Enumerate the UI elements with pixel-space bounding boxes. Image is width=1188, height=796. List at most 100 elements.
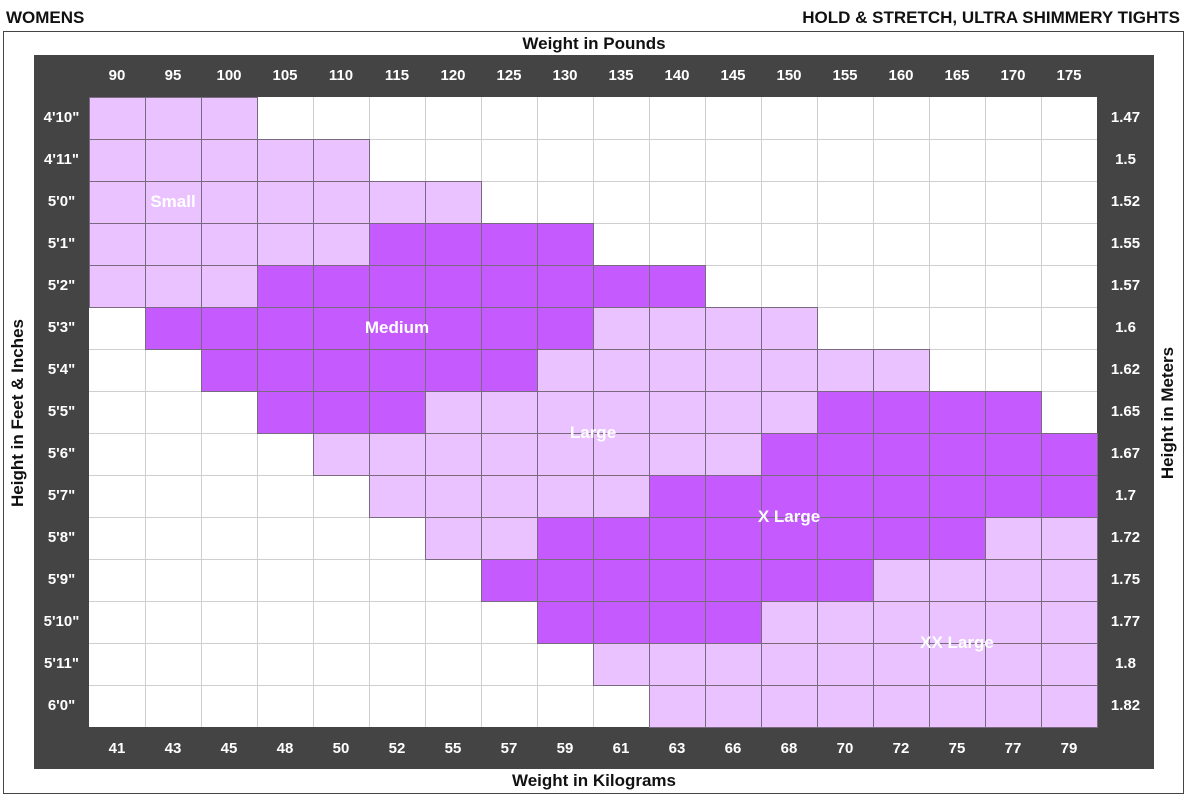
x-tick-pounds: 165 bbox=[944, 67, 970, 84]
size-cell-large bbox=[649, 307, 706, 350]
size-cell-small bbox=[89, 265, 146, 308]
x-tick-pounds: 140 bbox=[664, 67, 690, 84]
x-tick-pounds: 175 bbox=[1056, 67, 1082, 84]
x-tick-pounds: 135 bbox=[608, 67, 634, 84]
size-cell-large bbox=[649, 433, 706, 476]
x-tick-pounds: 155 bbox=[832, 67, 858, 84]
x-tick-pounds: 100 bbox=[216, 67, 242, 84]
size-cell-large bbox=[705, 307, 762, 350]
y-tick-meters: 1.7 bbox=[1115, 487, 1136, 504]
size-label-small: Small bbox=[150, 192, 196, 211]
y-axis-title-left: Height in Feet & Inches bbox=[8, 319, 27, 507]
size-cell-large bbox=[537, 391, 594, 434]
size-cell-xx-large bbox=[761, 643, 818, 686]
size-cell-x-large bbox=[873, 391, 930, 434]
y-tick-meters: 1.47 bbox=[1110, 109, 1141, 126]
size-cell-xx-large bbox=[817, 601, 874, 644]
size-cell-x-large bbox=[537, 517, 594, 560]
size-cell-small bbox=[257, 181, 314, 224]
grid-line-horizontal bbox=[89, 181, 1097, 182]
size-cell-small bbox=[89, 223, 146, 266]
size-cell-xx-large bbox=[1041, 517, 1098, 560]
y-tick-meters: 1.52 bbox=[1110, 193, 1141, 210]
y-tick-meters: 1.82 bbox=[1110, 697, 1141, 714]
size-cell-small bbox=[201, 97, 258, 140]
size-cell-small bbox=[201, 139, 258, 182]
y-tick-feet-inches: 5'9" bbox=[47, 571, 76, 588]
x-tick-pounds: 150 bbox=[776, 67, 802, 84]
y-tick-feet-inches: 5'11" bbox=[44, 655, 79, 672]
size-cell-xx-large bbox=[929, 685, 986, 728]
size-cell-medium bbox=[425, 265, 482, 308]
size-cell-large bbox=[369, 475, 426, 518]
chart-header-right: HOLD & STRETCH, ULTRA SHIMMERY TIGHTS bbox=[802, 8, 1180, 27]
x-tick-kilograms: 68 bbox=[780, 740, 798, 757]
size-cell-small bbox=[89, 139, 146, 182]
size-cell-large bbox=[425, 517, 482, 560]
x-tick-kilograms: 50 bbox=[332, 740, 350, 757]
size-cell-xx-large bbox=[873, 601, 930, 644]
size-cell-x-large bbox=[649, 475, 706, 518]
x-tick-kilograms: 61 bbox=[612, 740, 630, 757]
size-cell-x-large bbox=[985, 391, 1042, 434]
x-tick-kilograms: 57 bbox=[500, 740, 518, 757]
size-cell-large bbox=[761, 307, 818, 350]
size-cell-xx-large bbox=[705, 685, 762, 728]
chart-header-left: WOMENS bbox=[6, 8, 85, 27]
x-tick-pounds: 110 bbox=[328, 67, 354, 84]
y-tick-meters: 1.72 bbox=[1110, 529, 1141, 546]
size-cell-xx-large bbox=[1041, 559, 1098, 602]
size-cell-medium bbox=[313, 265, 370, 308]
size-cell-small bbox=[257, 223, 314, 266]
size-cell-large bbox=[761, 349, 818, 392]
size-cell-large bbox=[705, 391, 762, 434]
y-tick-meters: 1.67 bbox=[1110, 445, 1141, 462]
size-cell-xx-large bbox=[1041, 643, 1098, 686]
y-tick-meters: 1.65 bbox=[1110, 403, 1141, 420]
size-cell-small bbox=[425, 181, 482, 224]
size-cell-medium bbox=[257, 391, 314, 434]
size-cell-x-large bbox=[649, 601, 706, 644]
x-axis-title-bottom: Weight in Kilograms bbox=[511, 771, 677, 790]
y-tick-feet-inches: 5'7" bbox=[47, 487, 76, 504]
x-tick-kilograms: 75 bbox=[948, 740, 966, 757]
size-cell-x-large bbox=[705, 601, 762, 644]
size-cell-x-large bbox=[817, 559, 874, 602]
size-cell-x-large bbox=[1041, 475, 1098, 518]
size-cell-small bbox=[145, 97, 202, 140]
size-label-large: Large bbox=[569, 423, 617, 442]
size-cell-large bbox=[425, 475, 482, 518]
y-tick-meters: 1.75 bbox=[1110, 571, 1141, 588]
size-cell-xx-large bbox=[817, 685, 874, 728]
size-cell-large bbox=[537, 349, 594, 392]
size-cell-large bbox=[593, 391, 650, 434]
x-tick-pounds: 170 bbox=[1000, 67, 1026, 84]
grid-line-vertical bbox=[201, 97, 202, 727]
y-tick-meters: 1.55 bbox=[1110, 235, 1141, 252]
size-cell-large bbox=[593, 475, 650, 518]
y-tick-meters: 1.62 bbox=[1110, 361, 1141, 378]
x-tick-pounds: 130 bbox=[552, 67, 578, 84]
y-tick-meters: 1.8 bbox=[1115, 655, 1136, 672]
size-cell-xx-large bbox=[985, 559, 1042, 602]
size-cell-x-large bbox=[761, 517, 818, 560]
x-tick-kilograms: 66 bbox=[724, 740, 742, 757]
size-cell-large bbox=[481, 391, 538, 434]
size-cell-large bbox=[425, 433, 482, 476]
size-cell-medium bbox=[257, 307, 314, 350]
size-cell-medium bbox=[313, 349, 370, 392]
size-cell-small bbox=[313, 181, 370, 224]
size-cell-xx-large bbox=[817, 643, 874, 686]
size-cell-medium bbox=[537, 265, 594, 308]
x-tick-kilograms: 43 bbox=[164, 740, 182, 757]
x-tick-pounds: 160 bbox=[888, 67, 914, 84]
size-cell-x-large bbox=[817, 391, 874, 434]
size-cell-small bbox=[257, 139, 314, 182]
size-cell-xx-large bbox=[649, 643, 706, 686]
y-tick-feet-inches: 5'1" bbox=[47, 235, 76, 252]
x-tick-kilograms: 48 bbox=[276, 740, 294, 757]
x-tick-kilograms: 70 bbox=[836, 740, 854, 757]
size-cell-large bbox=[313, 433, 370, 476]
y-tick-feet-inches: 5'8" bbox=[47, 529, 76, 546]
size-cell-medium bbox=[257, 265, 314, 308]
